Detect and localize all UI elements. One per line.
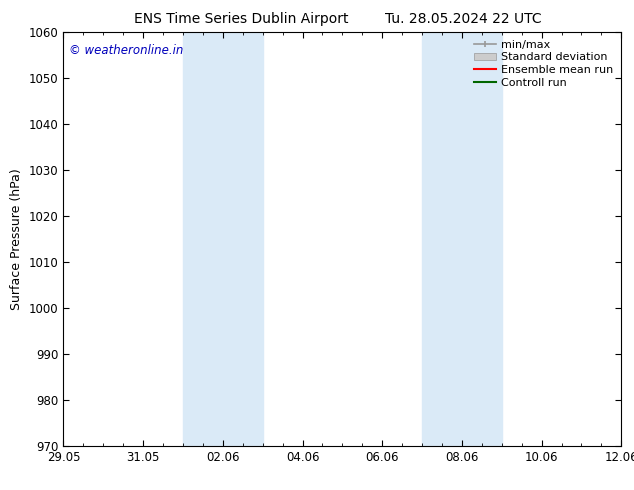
Text: © weatheronline.in: © weatheronline.in [69, 44, 183, 57]
Legend: min/max, Standard deviation, Ensemble mean run, Controll run: min/max, Standard deviation, Ensemble me… [471, 37, 616, 90]
Y-axis label: Surface Pressure (hPa): Surface Pressure (hPa) [10, 168, 23, 310]
Text: ENS Time Series Dublin Airport: ENS Time Series Dublin Airport [134, 12, 348, 26]
Text: Tu. 28.05.2024 22 UTC: Tu. 28.05.2024 22 UTC [384, 12, 541, 26]
Bar [183, 32, 262, 446]
Bar [422, 32, 501, 446]
